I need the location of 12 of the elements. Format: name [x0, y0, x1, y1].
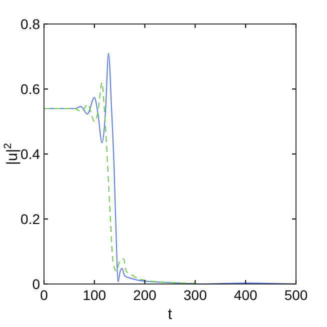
line-series [44, 82, 196, 284]
x-tick-label: 300 [184, 287, 208, 303]
y-tick-label: 0.4 [20, 146, 40, 162]
x-tick-label: 200 [133, 287, 157, 303]
y-tick-label: 0 [32, 276, 40, 292]
x-tick-label: 400 [234, 287, 258, 303]
x-tick-label: 100 [82, 287, 106, 303]
x-axis-title: t [168, 306, 173, 323]
x-tick-label: 500 [284, 287, 308, 303]
y-tick-label: 0.8 [20, 16, 40, 32]
y-tick-label: 0.2 [20, 210, 40, 227]
y-tick-label: 0.6 [20, 80, 40, 97]
